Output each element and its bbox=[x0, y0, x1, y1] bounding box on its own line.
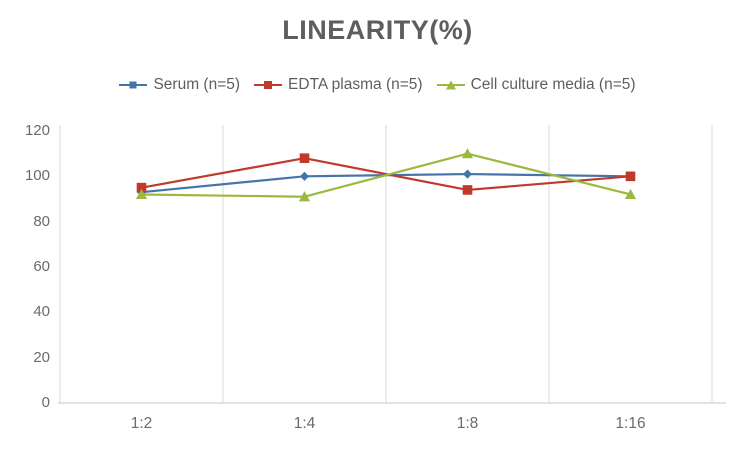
y-axis-tick-label: 100 bbox=[24, 167, 50, 185]
data-point-marker bbox=[624, 188, 637, 200]
data-point-marker bbox=[299, 171, 310, 181]
x-axis-tick-label: 1:4 bbox=[293, 415, 316, 432]
x-axis-tick-label: 1:2 bbox=[130, 415, 153, 432]
data-point-marker bbox=[462, 169, 473, 179]
y-axis-tick-label: 40 bbox=[33, 303, 50, 321]
y-axis-tick-label: 60 bbox=[33, 258, 50, 275]
chart-title: LINEARITY(%) bbox=[282, 15, 473, 45]
data-point-marker bbox=[136, 182, 147, 193]
data-point-marker bbox=[625, 171, 636, 182]
y-axis-tick-label: 120 bbox=[24, 122, 50, 139]
x-axis-tick-label: 1:8 bbox=[456, 415, 479, 432]
data-point-marker bbox=[135, 188, 148, 200]
y-axis-tick-label: 0 bbox=[41, 394, 50, 411]
series-line-2 bbox=[140, 152, 632, 198]
y-axis-tick-label: 80 bbox=[33, 212, 50, 230]
y-axis-tick-label: 20 bbox=[33, 348, 50, 366]
data-point-marker bbox=[461, 148, 474, 159]
data-point-marker bbox=[298, 191, 311, 202]
data-point-marker bbox=[462, 185, 473, 195]
data-point-marker bbox=[299, 153, 310, 163]
x-axis-tick-label: 1:16 bbox=[615, 415, 646, 432]
